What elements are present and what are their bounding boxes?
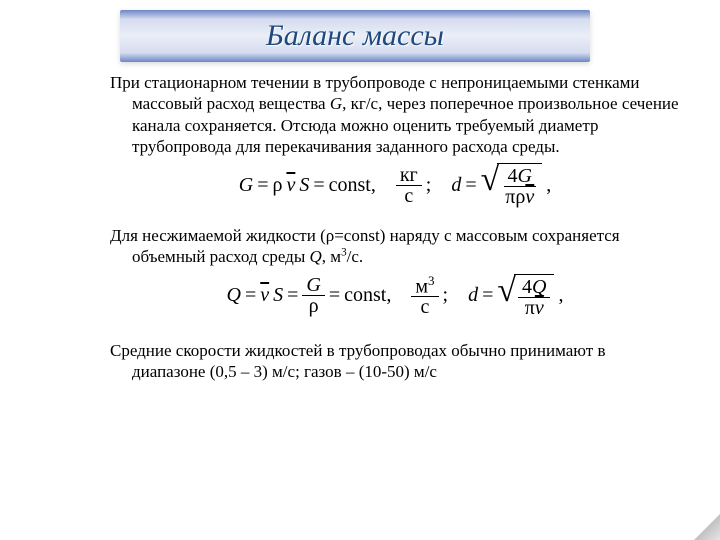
paragraph-3: Средние скорости жидкостей в трубопровод… [110, 340, 680, 383]
equation-volume: Q = vS = G ρ = const, м3 с ; d = [110, 274, 680, 318]
slide-body: При стационарном течении в трубопроводе … [110, 72, 680, 386]
page-curl-icon [694, 514, 720, 540]
eq-vol-unit: м3 с ; [411, 274, 448, 318]
eq-vol-lhs: Q = vS = G ρ = const, [227, 275, 392, 316]
equation-mass: G = ρvS = const, кг с ; d = √ [110, 163, 680, 207]
eq-vol-d: d = √ 4Q πv , [468, 274, 563, 318]
slide: Баланс массы При стационарном течении в … [0, 0, 720, 540]
slide-title: Баланс массы [266, 19, 444, 53]
paragraph-1: При стационарном течении в трубопроводе … [110, 72, 680, 157]
eq-mass-unit: кг с ; [396, 165, 431, 206]
eq-mass-lhs: G = ρvS = const, [239, 174, 376, 197]
title-band: Баланс массы [120, 10, 590, 62]
paragraph-2: Для несжимаемой жидкости (ρ=const) наряд… [110, 225, 680, 268]
eq-mass-d: d = √ 4G πρv , [451, 163, 551, 207]
